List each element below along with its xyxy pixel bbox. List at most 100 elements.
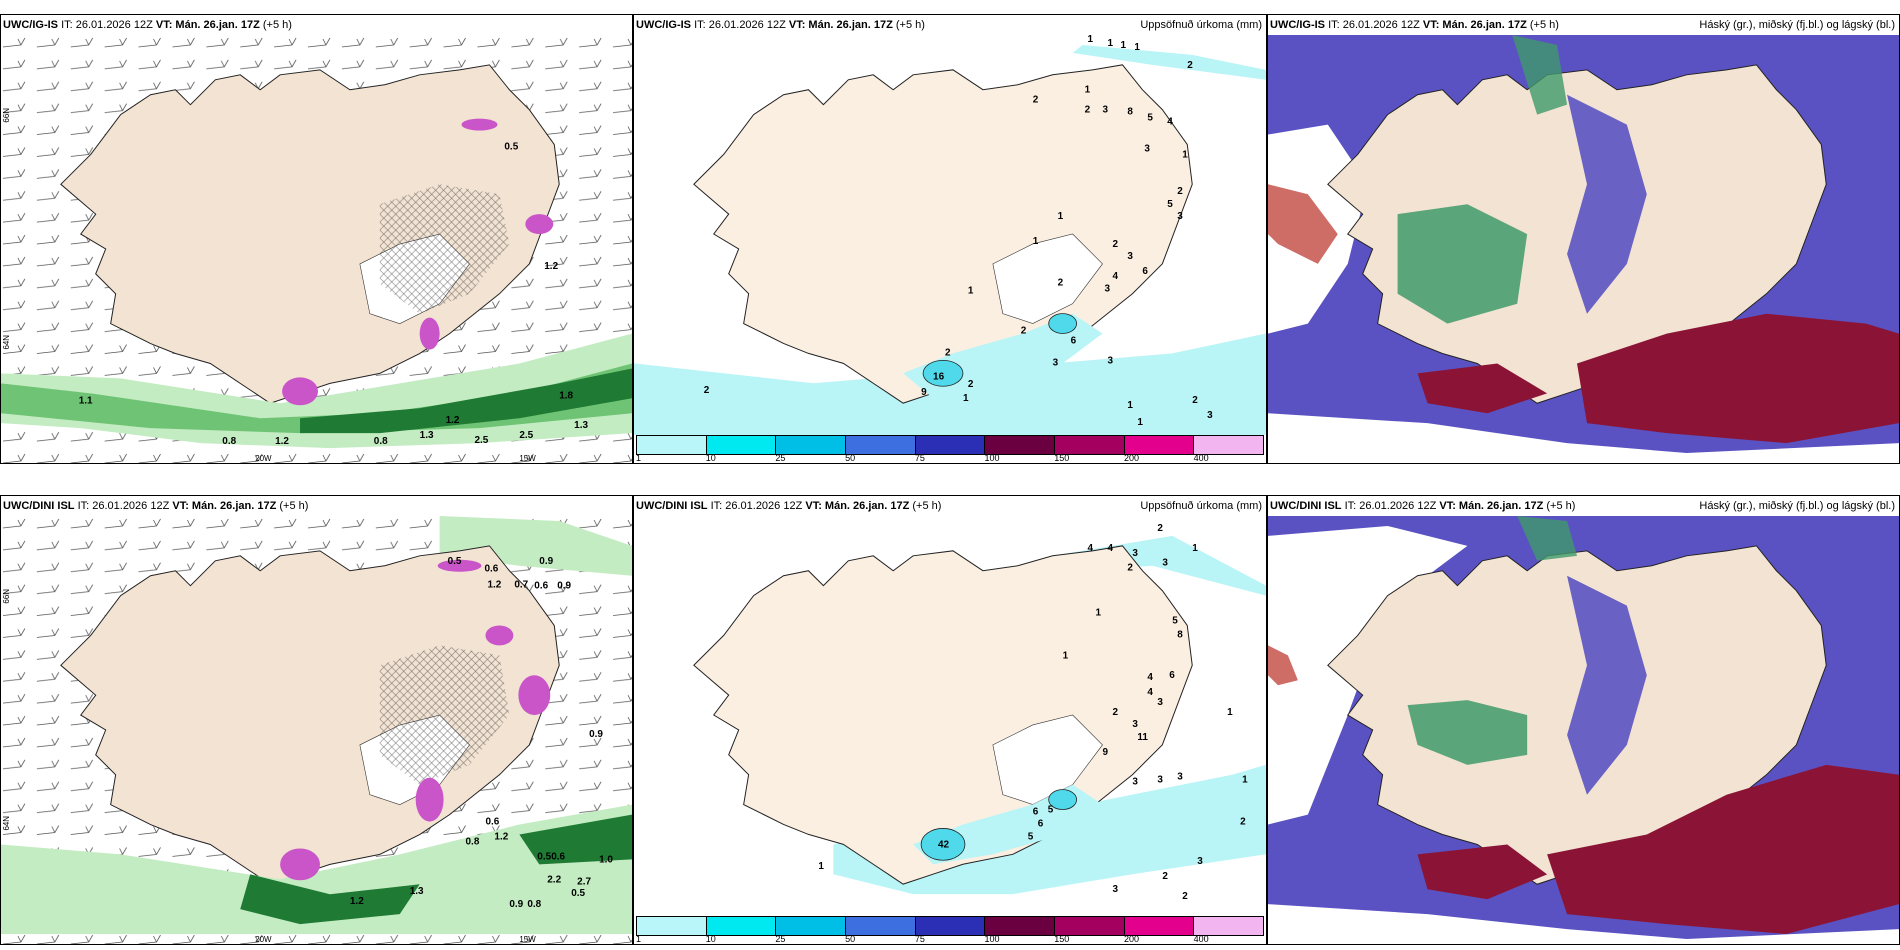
model-name: UWC/IG-IS — [1270, 19, 1325, 31]
init-time: IT: 26.01.2026 12Z — [77, 500, 170, 512]
precip-label: 2 — [1085, 105, 1091, 116]
cloud-title: Háský (gr.), miðský (fj.bl.) og lágský (… — [1699, 19, 1895, 31]
cloud-panel-bottom: UWC/DINI ISL IT: 26.01.2026 12Z VT: Mán.… — [1267, 495, 1900, 945]
precip-label: 3 — [1177, 211, 1183, 222]
precip-title: Uppsöfnuð úrkoma (mm) — [1140, 500, 1262, 512]
colorbar-tick: 400 — [1193, 934, 1209, 944]
valid-time: Mán. 26.jan. 17Z — [808, 19, 893, 31]
model-name: UWC/DINI ISL — [3, 500, 75, 512]
wind-label: 0.8 — [374, 436, 388, 447]
precip-label: 3 — [1103, 105, 1109, 116]
precip-map[interactable]: 2 4 4 3 1 2 3 1 5 8 1 4 6 3 4 2 3 11 9 3… — [634, 516, 1266, 916]
init-time: IT: 26.01.2026 12Z — [710, 500, 803, 512]
lat-label: 64N — [2, 335, 11, 350]
low-cloud-south — [1577, 313, 1899, 444]
precip-label: 11 — [1137, 732, 1148, 743]
wind-map[interactable]: 1.1 0.8 1.2 0.8 1.3 1.2 2.5 2.5 1.8 1.3 … — [1, 35, 632, 463]
precip-label: 5 — [1167, 199, 1173, 210]
precip-title: Uppsöfnuð úrkoma (mm) — [1140, 19, 1262, 31]
precip-core — [920, 828, 966, 861]
panel-header: UWC/IG-IS IT: 26.01.2026 12Z VT: Mán. 26… — [1, 15, 632, 35]
low-cloud-southwest — [1417, 363, 1548, 414]
init-time: IT: 26.01.2026 12Z — [1344, 500, 1437, 512]
model-name: UWC/IG-IS — [636, 19, 691, 31]
wind-panel-top: UWC/IG-IS IT: 26.01.2026 12Z VT: Mán. 26… — [0, 14, 633, 464]
precip-map[interactable]: 1 1 1 1 2 1 2 2 3 8 5 4 3 1 2 5 3 1 2 6 … — [634, 35, 1266, 435]
precip-label: 5 — [1147, 113, 1153, 124]
precip-label: 3 — [1157, 775, 1163, 786]
high-cloud-west — [1407, 700, 1528, 765]
precip-label: 6 — [1071, 335, 1077, 346]
colorbar-cells — [636, 435, 1264, 455]
colorbar-tick: 150 — [1054, 453, 1070, 463]
precip-label: 3 — [1053, 357, 1059, 368]
colorbar-swatch — [1194, 436, 1264, 454]
wind-label: 0.9 — [589, 729, 603, 740]
precip-core — [1048, 789, 1077, 810]
precip-label: 3 — [1197, 856, 1203, 867]
wind-label: 0.6 — [484, 564, 498, 575]
colorbar-tick: 50 — [845, 453, 856, 463]
precip-label: 2 — [1157, 523, 1163, 534]
wind-label: 1.2 — [350, 896, 364, 907]
colorbar-tick: 75 — [914, 453, 925, 463]
panel-header: UWC/IG-IS IT: 26.01.2026 12Z VT: Mán. 26… — [634, 15, 1266, 35]
precip-label: 4 — [1108, 543, 1114, 554]
purple-cell — [525, 214, 554, 235]
wind-label: 1.2 — [487, 580, 501, 591]
colorbar-swatch — [915, 917, 986, 935]
wind-label: 0.5 — [537, 851, 551, 862]
panel-header: UWC/IG-IS IT: 26.01.2026 12Z VT: Mán. 26… — [1268, 15, 1899, 35]
precip-panel-bottom: UWC/DINI ISL IT: 26.01.2026 12Z VT: Mán.… — [633, 495, 1267, 945]
panel-header: UWC/DINI ISL IT: 26.01.2026 12Z VT: Mán.… — [1, 496, 632, 516]
colorbar-tick: 100 — [984, 453, 1000, 463]
precip-label: 6 — [1033, 807, 1039, 818]
lat-label: 66N — [2, 108, 11, 123]
low-cloud-south — [1547, 764, 1899, 935]
colorbar-swatch — [1055, 436, 1125, 454]
wind-label: 2.7 — [577, 876, 591, 887]
wind-map[interactable]: 0.5 0.6 0.9 1.2 0.7 0.6 0.9 0.9 0.6 0.8 … — [1, 516, 632, 944]
precip-label: 2 — [1240, 816, 1246, 827]
green-band-south — [1, 804, 632, 935]
hatched-area — [379, 645, 510, 785]
colorbar-tick: 200 — [1123, 453, 1139, 463]
precip-label: 1 — [1137, 417, 1143, 428]
precip-label: 1 — [1182, 149, 1188, 160]
precip-label: 3 — [1132, 719, 1138, 730]
precip-label: 1 — [1033, 236, 1039, 247]
high-cloud-north — [1512, 35, 1568, 115]
colorbar-swatch — [915, 436, 986, 454]
init-time: IT: 26.01.2026 12Z — [1328, 19, 1420, 31]
wind-label: 1.2 — [544, 261, 558, 272]
lat-label: 64N — [2, 816, 11, 831]
colorbar-tick: 1 — [636, 453, 642, 463]
precip-label: 2 — [968, 379, 974, 390]
wind-label: 2.2 — [547, 874, 561, 885]
wind-label: 0.8 — [527, 899, 541, 910]
precip-label: 1 — [1242, 775, 1248, 786]
mid-cloud-over-land — [1567, 94, 1647, 314]
colorbar-swatch — [846, 436, 916, 454]
high-cloud-west — [1397, 204, 1528, 324]
precip-label: 4 — [1088, 543, 1094, 554]
colorbar-tick: 75 — [914, 934, 925, 944]
valid-time: Mán. 26.jan. 17Z — [175, 19, 260, 31]
valid-time-label: VT: — [788, 19, 806, 31]
colorbar-swatch — [1124, 917, 1195, 935]
colorbar-swatch — [985, 436, 1056, 454]
colorbar-swatch — [985, 917, 1056, 935]
precip-label: 8 — [1177, 629, 1183, 640]
wind-label: 0.6 — [551, 851, 565, 862]
low-cloud-red-west — [1268, 184, 1338, 264]
precip-label: 5 — [1028, 831, 1034, 842]
precip-label: 8 — [1127, 107, 1133, 118]
wind-label: 2.5 — [474, 435, 488, 446]
wind-label: 1.2 — [494, 831, 508, 842]
init-time: IT: 26.01.2026 12Z — [61, 19, 153, 31]
precip-label: 1 — [1134, 42, 1140, 53]
cloud-map[interactable] — [1268, 516, 1899, 944]
cloud-title: Háský (gr.), miðský (fj.bl.) og lágský (… — [1699, 500, 1895, 512]
panel-header: UWC/DINI ISL IT: 26.01.2026 12Z VT: Mán.… — [1268, 496, 1899, 516]
cloud-map[interactable] — [1268, 35, 1899, 463]
